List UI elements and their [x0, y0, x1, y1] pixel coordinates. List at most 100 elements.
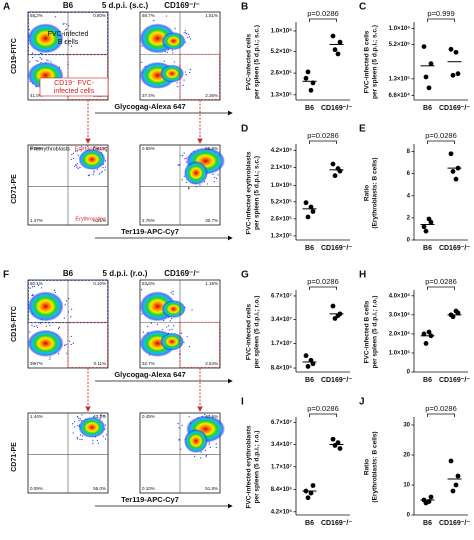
y-tick-label: 1.0×10⁶ — [271, 29, 293, 35]
p-value: p=0.0286 — [425, 404, 457, 413]
cell-dot — [70, 45, 73, 47]
cell-dot — [166, 326, 168, 328]
quadrant-label: 47.6% — [205, 414, 218, 419]
cell-dot — [33, 325, 35, 328]
quadrant-label: 55.0% — [93, 486, 106, 491]
y-axis-label: per spleen (5 d.p.i.; s.c.) — [372, 25, 379, 99]
cell-dot — [71, 308, 73, 310]
data-point — [453, 49, 459, 55]
cell-dot — [58, 326, 60, 328]
density-blob — [161, 300, 186, 319]
y-tick-label: 4.0×10⁶ — [389, 293, 411, 299]
cell-dot — [156, 323, 158, 326]
cell-dot — [102, 435, 104, 437]
y-axis-label: FVC-infected B cells — [364, 30, 371, 93]
quadrant-label: 0.45% — [142, 414, 155, 419]
cell-dot — [181, 155, 184, 157]
data-point — [455, 71, 461, 77]
cell-dot — [105, 150, 107, 152]
cell-dot — [185, 181, 188, 183]
cell-dot — [105, 438, 107, 440]
y-tick-label: 1.7×10⁷ — [271, 464, 293, 470]
cell-dot — [173, 325, 175, 327]
y-axis-label: Ratio — [364, 459, 371, 475]
x-tick-label: B6 — [423, 245, 432, 252]
cell-dot — [88, 174, 90, 176]
quadrant-label: 51.8% — [205, 486, 218, 491]
cell-dot — [177, 423, 179, 425]
cell-dot — [188, 188, 190, 190]
y-tick-label: 2.1×10⁶ — [271, 165, 293, 171]
cell-dot — [73, 157, 75, 160]
cell-dot — [163, 60, 165, 62]
y-tick-label: 30 — [403, 423, 410, 429]
data-point — [421, 331, 427, 337]
data-point — [426, 85, 432, 91]
data-point — [332, 173, 338, 179]
y-tick-label: 8 — [407, 149, 411, 155]
cell-dot — [194, 455, 196, 458]
x-tick-label: CD169⁻/⁻ — [439, 520, 470, 527]
cell-dot — [72, 423, 74, 425]
cell-dot — [72, 152, 75, 154]
cell-dot — [142, 331, 144, 333]
quadrant-label: 2.36% — [205, 93, 218, 98]
cell-dot — [73, 421, 76, 423]
cell-dot — [187, 36, 189, 38]
panel-letter: A — [3, 2, 10, 13]
cell-dot — [184, 30, 186, 32]
cell-dot — [76, 166, 78, 168]
y-axis-label: per spleen (5 d.p.i.; s.c.) — [254, 156, 261, 230]
significance-bracket — [309, 18, 337, 22]
cell-dot — [31, 286, 34, 288]
y-axis-label: per spleen (5 d.p.i.; r.o.) — [372, 296, 379, 369]
y-tick-label: 0 — [407, 370, 411, 376]
quadrant-label: 1.47% — [30, 218, 43, 223]
p-value: p=0.0286 — [307, 9, 339, 18]
data-point — [450, 169, 456, 174]
cell-dot — [36, 325, 38, 327]
cell-dot — [78, 417, 80, 419]
cell-dot — [54, 291, 56, 293]
p-value: p=0.0286 — [307, 131, 339, 140]
y-tick-label: 20 — [403, 453, 410, 459]
cell-dot — [206, 183, 209, 185]
data-point — [337, 446, 343, 451]
cell-dot — [140, 289, 143, 291]
data-point — [335, 313, 341, 319]
cell-dot — [186, 33, 188, 35]
cell-dot — [64, 304, 66, 306]
cell-dot — [33, 285, 35, 288]
quadrant-label: 58.7% — [142, 13, 155, 18]
x-tick-label: CD169⁻/⁻ — [439, 377, 470, 384]
data-point — [332, 316, 338, 321]
y-tick-label: 5.2×10⁵ — [271, 199, 293, 205]
panel-letter: H — [359, 270, 366, 281]
data-point — [308, 490, 314, 496]
cell-dot — [182, 84, 184, 86]
cell-dot — [35, 60, 37, 62]
y-tick-label: 3.4×10⁷ — [271, 317, 293, 323]
cell-dot — [217, 174, 219, 176]
data-point — [423, 74, 429, 80]
cell-dot — [29, 61, 31, 63]
cell-dot — [213, 181, 215, 183]
data-point — [423, 341, 429, 346]
x-tick-label: B6 — [423, 105, 432, 112]
cell-dot — [41, 58, 43, 60]
p-value: p=0.999 — [427, 9, 454, 18]
cell-dot — [65, 344, 67, 346]
data-point — [426, 329, 432, 335]
y-tick-label: 1.0×10⁶ — [389, 351, 411, 357]
cell-dot — [215, 177, 218, 180]
gate-label: FVC-infected — [48, 31, 89, 38]
quadrant-label: 1.44% — [30, 414, 43, 419]
data-point — [303, 200, 309, 206]
cell-dot — [45, 325, 48, 327]
x-tick-label: CD169⁻/⁻ — [439, 245, 470, 252]
y-axis-label: FVC-infected B cells — [364, 300, 371, 363]
cell-dot — [170, 317, 173, 320]
cell-dot — [58, 353, 60, 355]
data-point — [335, 51, 341, 57]
cell-dot — [79, 434, 82, 436]
